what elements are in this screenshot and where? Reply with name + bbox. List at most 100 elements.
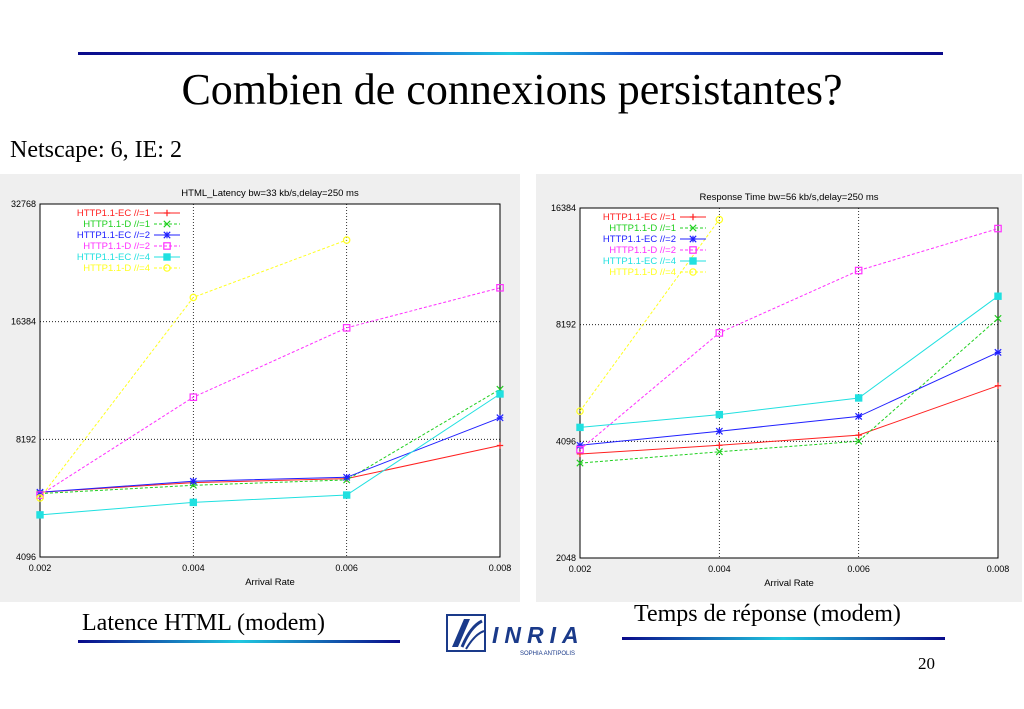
series-line: [39, 393, 501, 516]
data-point: [576, 423, 584, 432]
y-tick-label: 8192: [16, 434, 36, 444]
x-tick-label: 0.002: [569, 564, 592, 574]
data-point: [576, 407, 584, 415]
data-point: [716, 442, 723, 449]
legend-marker: [689, 213, 697, 221]
data-point: [576, 450, 584, 458]
series-3: [36, 284, 504, 499]
y-tick-label: 32768: [11, 199, 36, 209]
plot-area: [39, 203, 501, 558]
data-point: [994, 314, 1002, 323]
data-point: [496, 442, 504, 449]
data-point: [855, 412, 863, 421]
latency-chart: 4096 8192 16384 32768 0.002 0.004 0.006 0.008 HT…: [0, 174, 520, 602]
data-point: [343, 473, 351, 481]
response-time-chart: 2048 4096 8192 16384 0.002 0.004 0.006 0.008 Res…: [536, 174, 1022, 602]
series-1: [576, 314, 1002, 467]
data-point: [854, 394, 863, 402]
series-4: [36, 390, 504, 519]
legend-label: HTTP1.1-D //=1: [83, 219, 150, 230]
slide-subtitle: Netscape: 6, IE: 2: [10, 137, 182, 163]
legend-label: HTTP1.1-D //=1: [609, 223, 676, 234]
series-line: [579, 385, 999, 455]
data-point: [36, 511, 44, 519]
data-point: [854, 266, 863, 275]
series-line: [579, 228, 999, 450]
caption-left: Latence HTML (modem): [82, 610, 326, 636]
data-point: [994, 292, 1002, 300]
x-tick-label: 0.004: [182, 563, 205, 573]
data-point: [715, 329, 724, 337]
data-point: [715, 448, 723, 456]
data-point: [342, 236, 351, 244]
data-point: [36, 491, 44, 499]
legend-marker: [163, 220, 171, 228]
data-point: [994, 348, 1002, 356]
series-line: [579, 351, 999, 446]
x-tick-label: 0.004: [708, 564, 731, 574]
legend-label: HTTP1.1-D //=2: [83, 241, 150, 252]
inria-logo: INRIA SOPHIA ANTIPOLIS: [446, 611, 596, 659]
legend-label: HTTP1.1-D //=4: [609, 267, 676, 278]
data-point: [342, 491, 351, 499]
data-point: [855, 431, 862, 439]
series-line: [39, 388, 501, 495]
series-line: [39, 287, 501, 496]
data-point: [496, 390, 504, 398]
series-line: [579, 318, 999, 464]
y-tick-label: 4096: [556, 436, 576, 446]
logo-subtext: SOPHIA ANTIPOLIS: [520, 651, 575, 657]
x-axis-label: Arrival Rate: [764, 578, 814, 589]
logo-text: INRIA: [492, 622, 585, 648]
legend-label: HTTP1.1-EC //=2: [77, 230, 150, 241]
plot-area: [579, 207, 999, 559]
data-point: [576, 445, 584, 454]
legend-label: HTTP1.1-D //=4: [83, 263, 150, 274]
page-number: 20: [918, 654, 935, 673]
x-tick-label: 0.002: [29, 563, 52, 573]
legend-marker: [163, 253, 171, 261]
data-point: [994, 224, 1002, 233]
chart-title: HTML_Latency bw=33 kb/s,delay=250 ms: [181, 188, 359, 199]
series-4: [576, 292, 1002, 432]
legend-label: HTTP1.1-EC //=4: [603, 256, 676, 267]
data-point: [36, 494, 44, 502]
data-point: [855, 437, 863, 445]
legend-marker: [689, 268, 697, 276]
legend-marker: [689, 224, 697, 232]
data-point: [496, 284, 504, 292]
inria-logo-mark: INRIA SOPHIA ANTIPOLIS: [446, 614, 585, 657]
data-point: [342, 324, 351, 332]
y-tick-label: 16384: [551, 203, 576, 213]
title-top-rule: [78, 52, 943, 55]
legend-marker: [163, 209, 171, 217]
series-2: [576, 348, 1002, 449]
caption-right-rule: [622, 637, 945, 640]
series-line: [39, 239, 347, 499]
data-point: [189, 477, 197, 485]
legend-label: HTTP1.1-EC //=4: [77, 252, 150, 263]
x-tick-label: 0.008: [987, 564, 1010, 574]
series-5: [36, 236, 351, 502]
y-tick-label: 8192: [556, 320, 576, 330]
x-tick-label: 0.006: [847, 564, 870, 574]
data-point: [189, 293, 198, 302]
data-point: [576, 459, 584, 467]
legend-label: HTTP1.1-EC //=2: [603, 234, 676, 245]
series-line: [579, 295, 999, 428]
y-tick-label: 16384: [11, 317, 36, 327]
legend-marker: [163, 231, 171, 239]
series-3: [576, 224, 1002, 454]
legend-label: HTTP1.1-EC //=1: [77, 208, 150, 219]
legend-marker: [689, 235, 697, 243]
caption-right: Temps de réponse (modem): [634, 601, 901, 627]
legend-marker: [163, 264, 171, 272]
x-axis-label: Arrival Rate: [245, 577, 295, 588]
legend-marker: [689, 257, 697, 265]
chart-title: Response Time bw=56 kb/s,delay=250 ms: [699, 192, 878, 203]
response-time-chart-svg: 2048 4096 8192 16384 0.002 0.004 0.006 0.008 Res…: [551, 192, 1010, 589]
caption-left-rule: [78, 640, 400, 643]
data-point: [715, 427, 723, 435]
data-point: [715, 410, 724, 419]
y-tick-label: 2048: [556, 553, 576, 563]
